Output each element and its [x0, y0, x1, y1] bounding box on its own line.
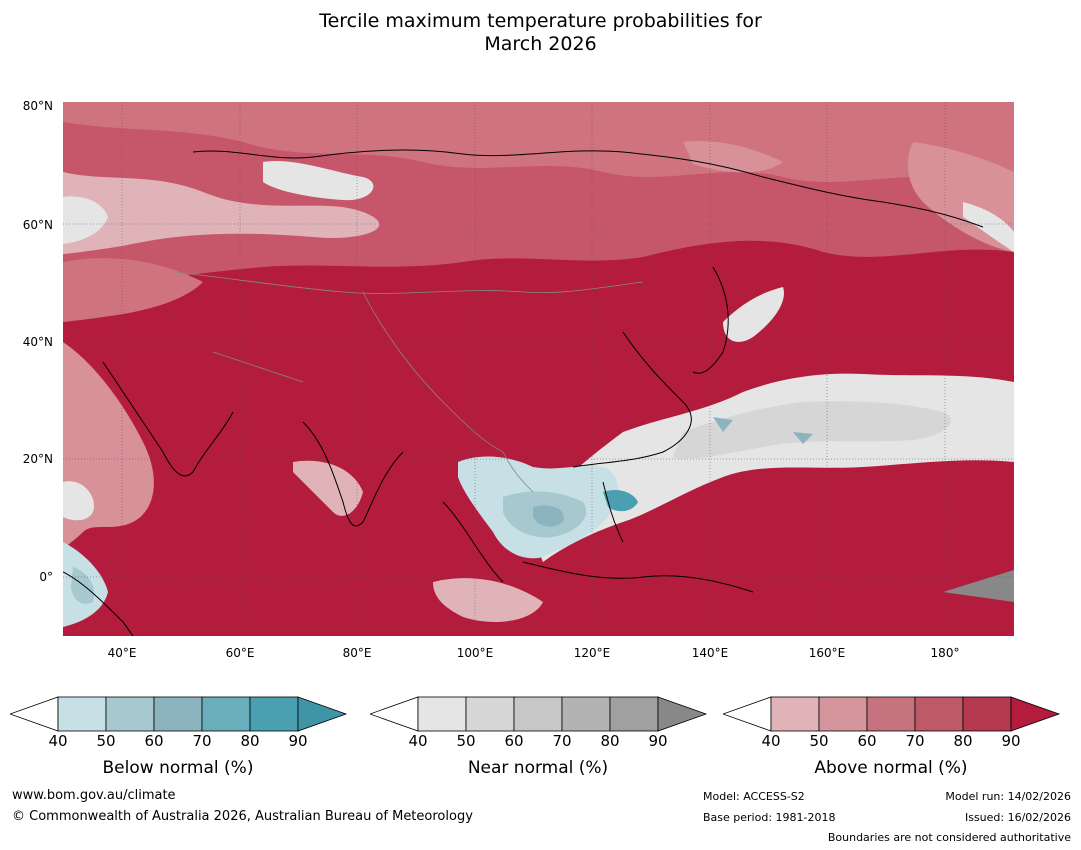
colorbar-tick: 70 — [905, 732, 925, 750]
colorbar-segment — [866, 696, 916, 732]
colorbar-segment — [201, 696, 251, 732]
region-below-50-east-africa — [71, 567, 95, 604]
colorbar-above-label: Above normal (%) — [814, 758, 968, 778]
region-below-60-pacific-2 — [793, 432, 813, 444]
colorbar-segment — [818, 696, 868, 732]
colorbar-tick: 60 — [504, 732, 524, 750]
colorbar-segment — [609, 696, 659, 732]
colorbar-segment — [153, 696, 203, 732]
footer-disclaimer: Boundaries are not considered authoritat… — [827, 831, 1071, 844]
region-near-40-west — [63, 196, 108, 244]
footer-copyright: © Commonwealth of Australia 2026, Austra… — [12, 809, 473, 824]
footer-model: Model: ACCESS-S2 — [703, 790, 805, 803]
lat-label-40n: 40°N — [22, 335, 53, 349]
colorbar-segment — [770, 696, 820, 732]
colorbar-tick: 50 — [96, 732, 116, 750]
map-svg — [63, 102, 1014, 636]
colorbar-below-label: Below normal (%) — [102, 758, 254, 778]
colorbar-tick: 40 — [761, 732, 781, 750]
colorbar-tick: 60 — [144, 732, 164, 750]
region-near-40-africa — [63, 481, 94, 521]
coastlines — [63, 149, 984, 636]
lon-label-140e: 140°E — [691, 646, 729, 660]
colorbar-tick: 50 — [456, 732, 476, 750]
region-near-50-pacific — [673, 401, 952, 459]
colorbar-tick: 80 — [240, 732, 260, 750]
colorbar-tick: 40 — [408, 732, 428, 750]
colorbar-segment — [657, 696, 708, 732]
colorbar-above-svg — [721, 696, 1061, 732]
region-above-40-india — [293, 460, 363, 516]
lon-label-40e: 40°E — [107, 646, 137, 660]
colorbar-segment — [105, 696, 155, 732]
lon-label-160e: 160°E — [808, 646, 846, 660]
region-above-60-central-asia — [63, 258, 203, 322]
colorbar-tick: 80 — [600, 732, 620, 750]
colorbar-segment — [297, 696, 348, 732]
region-below-80-philippines — [603, 490, 638, 512]
region-near-90-pacific — [943, 570, 1014, 602]
region-near-40-siberia — [263, 160, 374, 201]
colorbar-tick: 90 — [648, 732, 668, 750]
region-above-40-siberia — [63, 172, 380, 254]
colorbar-segment — [513, 696, 563, 732]
lon-label-80e: 80°E — [342, 646, 372, 660]
map-title: Tercile maximum temperature probabilitie… — [0, 10, 1081, 56]
region-near-40-japan — [723, 287, 784, 342]
lat-label-60n: 60°N — [22, 218, 53, 232]
region-above-50-east-siberia — [683, 141, 783, 173]
lon-label-100e: 100°E — [456, 646, 494, 660]
colorbar-segment — [1010, 696, 1061, 732]
lon-label-120e: 120°E — [573, 646, 611, 660]
colorbar-tick: 60 — [857, 732, 877, 750]
colorbar-segment — [249, 696, 299, 732]
region-below-60-pacific-1 — [713, 417, 733, 432]
lat-label-0: 0° — [39, 570, 53, 584]
country-boundaries — [172, 271, 644, 493]
region-near-40-bering — [963, 202, 1014, 252]
colorbar-near-label: Near normal (%) — [467, 758, 609, 778]
colorbar-tick: 90 — [1001, 732, 1021, 750]
colorbar-tick: 50 — [809, 732, 829, 750]
colorbar-tick: 70 — [192, 732, 212, 750]
graticule — [63, 102, 1014, 636]
title-line-1: Tercile maximum temperature probabilitie… — [319, 10, 762, 32]
colorbar-segment — [561, 696, 611, 732]
colorbar-near-normal — [368, 694, 710, 738]
colorbar-below-svg — [8, 696, 348, 732]
colorbar-segment — [914, 696, 964, 732]
colorbar-segment — [465, 696, 515, 732]
footer-model-run: Model run: 14/02/2026 — [945, 790, 1071, 803]
colorbar-tick: 90 — [288, 732, 308, 750]
colorbar-above-normal — [721, 694, 1063, 738]
lon-label-180: 180° — [930, 646, 960, 660]
probability-map — [63, 102, 1014, 636]
title-line-2: March 2026 — [484, 33, 597, 55]
colorbar-tick: 80 — [953, 732, 973, 750]
footer-issued: Issued: 16/02/2026 — [964, 811, 1071, 824]
colorbar-segment — [962, 696, 1012, 732]
footer-website: www.bom.gov.au/climate — [12, 788, 176, 803]
colorbar-below-normal — [8, 694, 350, 738]
colorbar-tick: 70 — [552, 732, 572, 750]
footer-base-period: Base period: 1981-2018 — [703, 811, 836, 824]
region-above-40-indonesia — [433, 578, 543, 622]
colorbar-tick: 40 — [48, 732, 68, 750]
colorbar-segment — [57, 696, 107, 732]
lat-label-20n: 20°N — [22, 452, 53, 466]
lon-label-60e: 60°E — [225, 646, 255, 660]
lat-label-80n: 80°N — [22, 99, 53, 113]
colorbar-near-svg — [368, 696, 708, 732]
region-below-60-indochina — [533, 505, 564, 527]
colorbar-segment — [417, 696, 467, 732]
